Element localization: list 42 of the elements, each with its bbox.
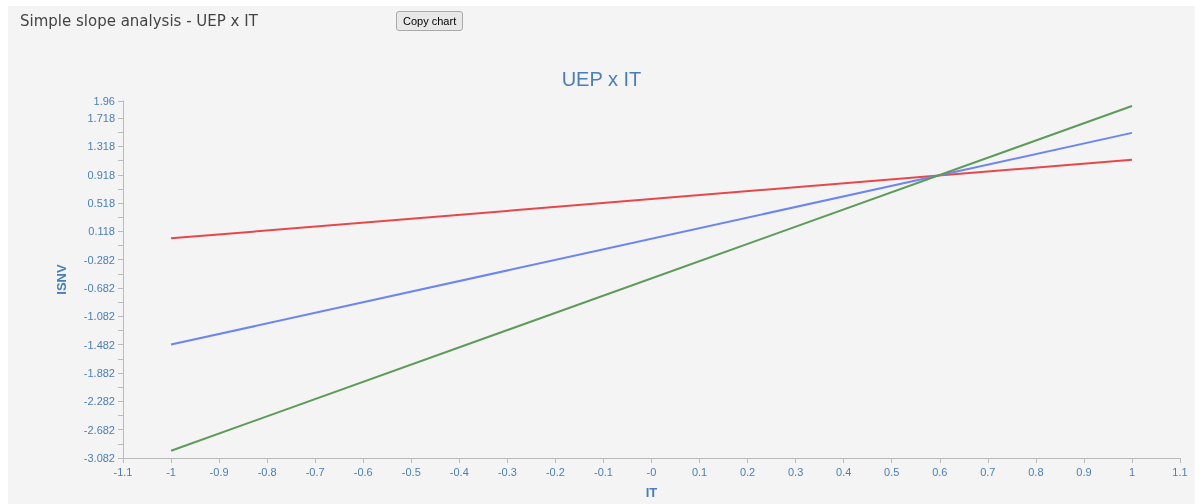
y-tick-label: -2.682 (83, 423, 115, 436)
y-tick-label: 0.518 (87, 197, 115, 210)
y-tick-label: 1.96 (93, 95, 115, 107)
x-tick-label: -0 (646, 465, 657, 478)
x-tick-label: -0.7 (305, 465, 325, 478)
y-tick-label: -1.482 (83, 338, 115, 351)
x-tick-label: -0.8 (257, 465, 277, 478)
y-tick-label: -2.282 (83, 395, 115, 408)
y-tick-label: 0.118 (88, 225, 115, 238)
x-tick-label: -0.1 (593, 465, 613, 478)
y-tick-label: -3.082 (83, 452, 115, 464)
x-tick-label: 0.3 (787, 465, 804, 478)
x-tick-label: 0.4 (836, 465, 852, 478)
x-axis-title: IT (645, 485, 658, 500)
y-tick-label: -0.282 (83, 253, 115, 266)
x-tick-label: -0.5 (401, 465, 421, 478)
x-tick-label: 0.8 (1028, 465, 1044, 478)
x-tick-label: -1 (166, 465, 176, 478)
x-tick-label: -0.9 (209, 465, 229, 478)
x-tick-label: 1.1 (1172, 465, 1188, 478)
x-tick-label: 0.5 (884, 465, 900, 478)
y-tick-label: 1.718 (87, 112, 115, 125)
y-tick-label: -0.682 (83, 282, 115, 295)
x-tick-label: 0.7 (980, 465, 996, 478)
y-axis-title: ISNV (54, 264, 69, 295)
y-tick-label: 0.918 (87, 168, 115, 181)
y-tick-label: -1.882 (83, 367, 115, 380)
y-tick-label: -1.082 (83, 310, 115, 323)
chart-title: UEP x IT (561, 68, 642, 90)
x-tick-label: -0.6 (353, 465, 373, 478)
x-tick-label: 0.6 (932, 465, 948, 478)
x-tick-label: 0.9 (1076, 465, 1092, 478)
x-tick-label: -0.3 (497, 465, 517, 478)
x-tick-label: 0.1 (691, 465, 708, 478)
x-tick-label: -0.4 (449, 465, 469, 478)
text: Simple slope analysis - UEP x IT (20, 12, 258, 30)
x-tick-label: -1.1 (113, 465, 133, 478)
x-tick-label: 0.2 (739, 465, 756, 478)
x-tick-label: -0.2 (545, 465, 565, 478)
y-tick-label: 1.318 (87, 140, 115, 153)
text: Copy chart (396, 11, 464, 31)
x-tick-label: 1 (1128, 465, 1136, 478)
